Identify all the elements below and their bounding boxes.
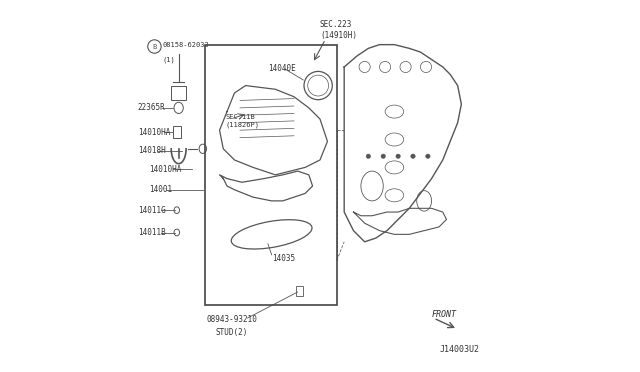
Circle shape (381, 154, 385, 158)
Text: (1): (1) (163, 56, 175, 63)
Text: 22365R: 22365R (138, 103, 166, 112)
Text: 14018H: 14018H (138, 146, 166, 155)
Text: FRONT: FRONT (431, 310, 456, 319)
Text: STUD(2): STUD(2) (216, 328, 248, 337)
Circle shape (396, 154, 401, 158)
Circle shape (426, 154, 430, 158)
Text: J14003U2: J14003U2 (439, 345, 479, 354)
Bar (296, 286, 303, 296)
Text: 08943-93210: 08943-93210 (207, 315, 257, 324)
Text: 14010HA: 14010HA (138, 128, 170, 137)
Bar (173, 126, 180, 138)
Text: 14035: 14035 (271, 254, 295, 263)
Text: SEC.11B: SEC.11B (225, 114, 255, 120)
Text: (11826P): (11826P) (225, 121, 259, 128)
Text: 14011G: 14011G (138, 206, 166, 215)
Circle shape (411, 154, 415, 158)
Text: (14910H): (14910H) (320, 31, 357, 40)
Text: SEC.223: SEC.223 (320, 20, 353, 29)
Circle shape (366, 154, 371, 158)
Bar (205, 45, 337, 305)
Text: 14011B: 14011B (138, 228, 166, 237)
Text: 08158-62033: 08158-62033 (163, 42, 209, 48)
Text: 14010HA: 14010HA (149, 165, 181, 174)
Text: B: B (152, 44, 157, 49)
Text: 14001: 14001 (149, 185, 172, 194)
Text: 14040E: 14040E (268, 64, 296, 73)
Bar (172, 86, 186, 100)
